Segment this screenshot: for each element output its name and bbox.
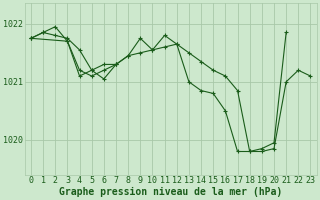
X-axis label: Graphe pression niveau de la mer (hPa): Graphe pression niveau de la mer (hPa) [59,186,282,197]
